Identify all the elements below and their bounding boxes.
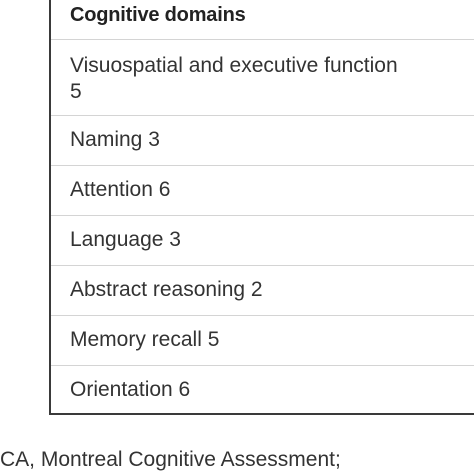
cognitive-domains-table: Cognitive domains Visuospatial and execu…	[49, 0, 474, 415]
table-row: Memory recall 5	[51, 316, 474, 366]
table-row: Language 3	[51, 216, 474, 266]
table-row: Naming 3	[51, 116, 474, 166]
row-orientation: Orientation 6	[70, 378, 191, 401]
table-header-row: Cognitive domains	[51, 0, 474, 40]
row-attention: Attention 6	[70, 178, 171, 201]
row-language: Language 3	[70, 228, 181, 251]
table-row: Abstract reasoning 2	[51, 266, 474, 316]
table-footnote: CA, Montreal Cognitive Assessment;	[0, 448, 341, 471]
row-visuospatial-line1: Visuospatial and executive function	[70, 54, 398, 77]
table-header-cognitive-domains: Cognitive domains	[70, 4, 246, 26]
row-abstract-reasoning: Abstract reasoning 2	[70, 278, 263, 301]
table-row: Attention 6	[51, 166, 474, 216]
row-naming: Naming 3	[70, 128, 160, 151]
row-visuospatial-line2: 5	[70, 80, 82, 103]
table-row: Orientation 6	[51, 366, 474, 413]
row-memory-recall: Memory recall 5	[70, 328, 220, 351]
table-row: Visuospatial and executive function 5	[51, 40, 474, 116]
